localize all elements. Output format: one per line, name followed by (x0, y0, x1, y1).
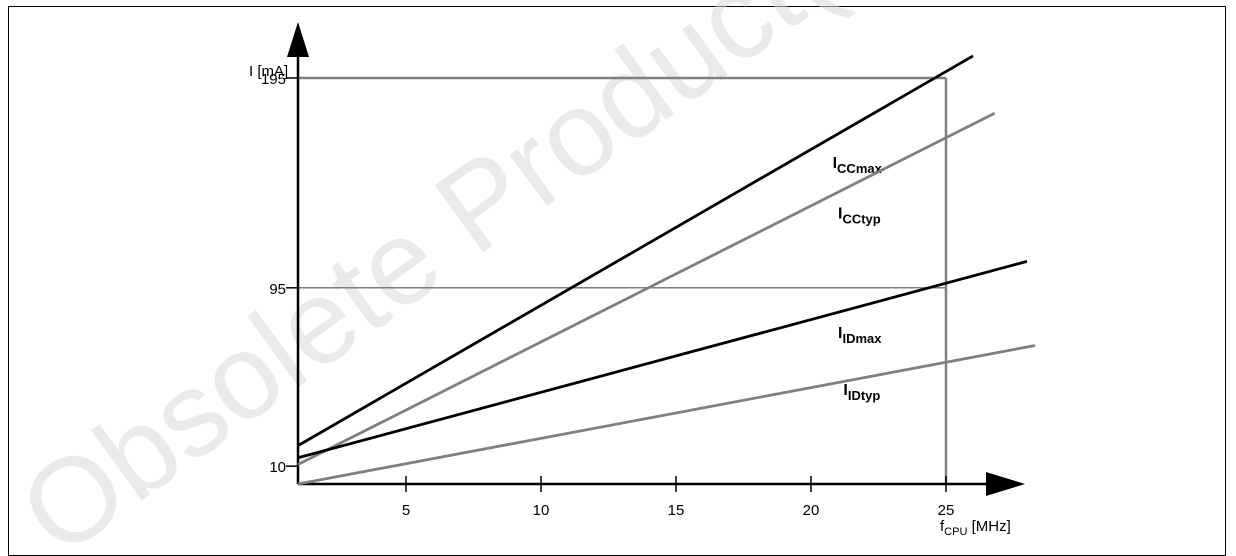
reference-lines (298, 76, 948, 484)
series-label-cctyp: ICCtyp (838, 206, 881, 227)
series-label-main: I (838, 206, 842, 223)
x-tick-label-5: 5 (402, 502, 410, 519)
series-label-main: I (833, 155, 837, 172)
series-label-main: I (838, 325, 842, 342)
series-label-ccmax: ICCmax (833, 155, 883, 176)
ticks: 5 10 15 20 25 10 95 195 (261, 71, 954, 519)
series-label-main: I (843, 382, 847, 399)
x-axis-arrow (986, 472, 1025, 496)
y-axis-arrow (287, 22, 309, 57)
y-tick-label-95: 95 (269, 281, 286, 298)
x-tick-label-20: 20 (803, 502, 820, 519)
series-line-idtyp (297, 344, 1036, 486)
series-label-sub: IDtyp (848, 388, 881, 403)
x-axis-label: fCPU [MHz] (940, 518, 1011, 538)
series-line-ccmax (297, 54, 974, 447)
x-tick-label-10: 10 (533, 502, 550, 519)
series-label-sub: CCtyp (842, 212, 880, 227)
x-tick-label-15: 15 (668, 502, 685, 519)
x-tick-label-25: 25 (938, 502, 955, 519)
y-axis-label: I [mA] (249, 63, 288, 80)
series-label-sub: CCmax (837, 161, 883, 176)
series-label-idtyp: IIDtyp (843, 382, 880, 403)
series-line-idmax (297, 260, 1028, 460)
series-label-sub: IDmax (842, 331, 882, 346)
y-tick-label-10: 10 (269, 459, 286, 476)
axes (287, 22, 1025, 496)
series-label-idmax: IIDmax (838, 325, 882, 346)
series-line-cctyp (297, 111, 996, 466)
y-tick-label-195: 195 (261, 71, 286, 88)
